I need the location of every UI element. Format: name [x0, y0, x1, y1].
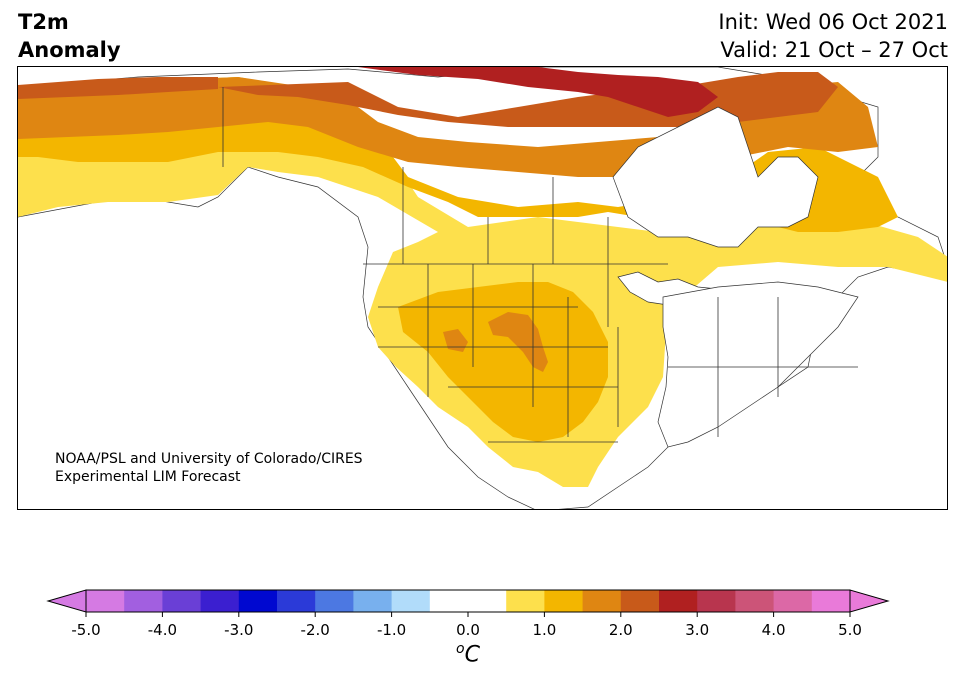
colorbar-bin	[735, 590, 775, 612]
colorbar-tick-label: -5.0	[71, 621, 101, 639]
colorbar-graphic	[46, 589, 890, 617]
colorbar-bin	[238, 590, 278, 612]
colorbar-bin	[544, 590, 584, 612]
colorbar-bin	[162, 590, 202, 612]
colorbar-tick-label: -2.0	[300, 621, 330, 639]
init-date: Init: Wed 06 Oct 2021	[718, 10, 948, 34]
data-credit: NOAA/PSL and University of Colorado/CIRE…	[55, 450, 363, 486]
anomaly-1-5-west	[443, 329, 468, 352]
colorbar-tick-label: 4.0	[761, 621, 786, 639]
colorbar-bin	[200, 590, 240, 612]
colorbar-tick-label: 0.0	[456, 621, 480, 639]
eastern-us-neutral	[657, 281, 859, 448]
credit-line-org: NOAA/PSL and University of Colorado/CIRE…	[55, 451, 363, 467]
anomaly-2-0-west	[18, 77, 218, 99]
colorbar-bin	[620, 590, 660, 612]
colorbar-bin	[811, 590, 851, 612]
colorbar: -5.0 -4.0 -3.0 -2.0 -1.0 0.0 1.0 2.0 3.0 4.0 5.0 o…	[0, 585, 959, 680]
hudson-bay	[612, 106, 819, 248]
colorbar-tick-label: 3.0	[685, 621, 710, 639]
colorbar-bin	[773, 590, 813, 612]
colorbar-bin	[353, 590, 393, 612]
colorbar-tick-label: 1.0	[532, 621, 557, 639]
map-graphic	[18, 67, 947, 509]
colorbar-bin	[582, 590, 622, 612]
unit-base: C	[464, 642, 480, 668]
credit-line-product: Experimental LIM Forecast	[55, 469, 241, 485]
forecast-dates: Init: Wed 06 Oct 2021 Valid: 21 Oct – 27…	[718, 8, 948, 64]
colorbar-bin	[697, 590, 736, 612]
colorbar-tick-label: 5.0	[838, 621, 862, 639]
map-title: T2m Anomaly	[18, 8, 121, 64]
colorbar-unit: oC	[456, 641, 480, 667]
anomaly-map	[17, 66, 948, 510]
colorbar-over-arrow	[849, 589, 890, 613]
colorbar-tick-label: -1.0	[376, 621, 407, 639]
colorbar-under-arrow	[46, 589, 87, 613]
title-line-variable: T2m	[18, 10, 69, 34]
colorbar-bin	[468, 590, 507, 612]
colorbar-bin	[315, 590, 354, 612]
title-line-field: Anomaly	[18, 38, 121, 62]
colorbar-bin	[506, 590, 545, 612]
colorbar-tick-label: -4.0	[147, 621, 178, 639]
colorbar-bin	[124, 590, 163, 612]
colorbar-bin	[86, 590, 125, 612]
anomaly-1-0-southwest	[398, 282, 608, 442]
colorbar-bin	[659, 590, 698, 612]
colorbar-bin	[391, 590, 431, 612]
colorbar-tick-label: 2.0	[608, 621, 633, 639]
unit-degree: o	[456, 641, 465, 657]
valid-range: Valid: 21 Oct – 27 Oct	[720, 38, 948, 62]
political-borders	[222, 87, 858, 443]
anomaly-0-5-region	[18, 77, 947, 487]
anomaly-2-5-region	[358, 67, 718, 117]
colorbar-tick-label: -3.0	[224, 621, 254, 639]
colorbar-bin	[277, 590, 316, 612]
colorbar-bin	[429, 590, 469, 612]
